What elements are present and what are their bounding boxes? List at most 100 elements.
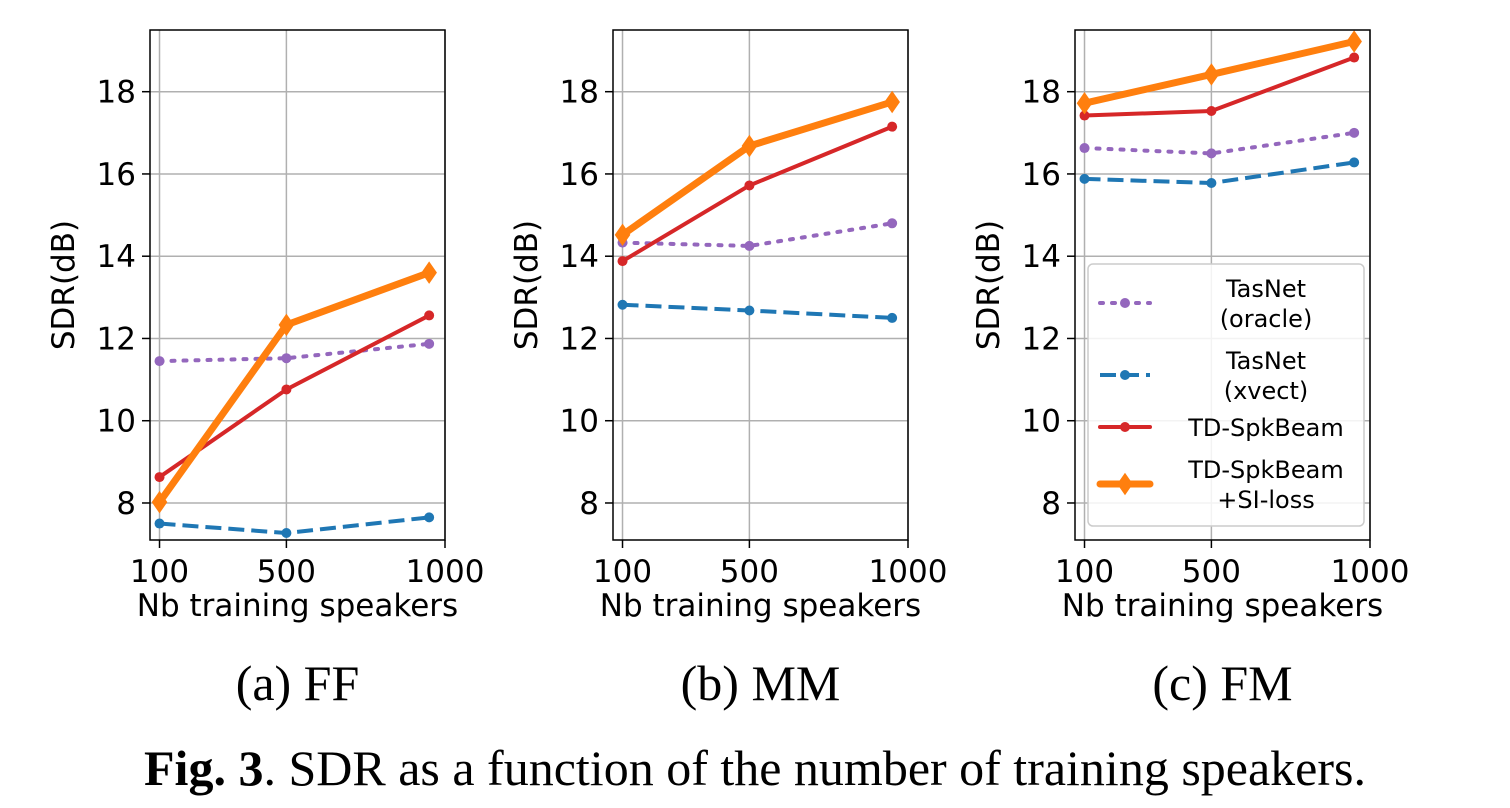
data-point	[1079, 143, 1090, 154]
data-point	[281, 384, 292, 395]
series-td-spkbeam-si-loss	[1076, 30, 1362, 115]
data-point	[281, 353, 292, 364]
legend-marker	[1120, 370, 1130, 380]
chart-panel-fm: 100 500 1000 8 10 12 14 16 18 Nb training speaker…	[971, 29, 1410, 711]
y-tick-label: 16	[560, 157, 599, 193]
series-line	[157, 313, 432, 480]
data-point	[1349, 157, 1360, 168]
series-line	[620, 221, 895, 248]
data-point	[1206, 148, 1217, 159]
series-td-spkbeam	[1079, 52, 1360, 121]
y-tick-label: 18	[97, 75, 136, 111]
y-tick-label: 8	[579, 486, 599, 522]
data-point	[281, 528, 292, 539]
data-point	[151, 490, 168, 514]
y-axis-label: SDR(dB)	[971, 220, 1007, 350]
legend-frame	[1087, 263, 1365, 527]
data-point	[424, 310, 435, 321]
data-point	[887, 312, 898, 323]
grid	[613, 30, 909, 540]
data-point	[1349, 52, 1360, 63]
data-point	[744, 305, 755, 316]
data-point	[744, 180, 755, 191]
x-axis-label: Nb training speakers	[600, 588, 921, 624]
legend-label: TasNet	[1225, 347, 1306, 375]
legend-entry-tasnet-xvect: TasNet(xvect)	[1100, 347, 1308, 405]
axes-frame	[149, 29, 446, 541]
caption-label: Fig. 3	[144, 740, 263, 796]
y-axis-label: SDR(dB)	[46, 220, 82, 350]
y-tick-label: 10	[560, 404, 599, 440]
series-td-spkbeam-si-loss	[151, 261, 437, 514]
chart-panel-ff: 100 500 1000 8 10 12 14 16 18 Nb training speaker…	[46, 29, 485, 711]
series-line	[619, 98, 896, 239]
data-point	[614, 223, 631, 247]
series-tasnet-oracle	[1079, 127, 1360, 159]
legend-marker	[1120, 298, 1130, 308]
data-point	[1206, 106, 1217, 117]
series-tasnet-xvect	[1079, 157, 1360, 188]
data-point	[741, 134, 758, 158]
series-line	[159, 515, 430, 536]
data-point	[887, 121, 898, 132]
x-tick-label: 100	[130, 554, 189, 590]
data-point	[1346, 30, 1362, 53]
data-point	[1203, 63, 1220, 86]
x-tick-label: 100	[1055, 554, 1114, 590]
y-tick-label: 8	[116, 486, 136, 522]
data-point	[1079, 110, 1090, 121]
panel-title: (b) MM	[681, 655, 841, 711]
caption-text: . SDR as a function of the number of tra…	[263, 740, 1366, 796]
legend-label: (oracle)	[1220, 305, 1313, 333]
x-tick-label: 500	[1182, 554, 1241, 590]
series-line	[157, 341, 432, 364]
series-line	[1084, 160, 1355, 185]
chart-panel-mm: 100 500 1000 8 10 12 14 16 18 Nb training speaker…	[509, 29, 948, 711]
series-line	[1082, 130, 1357, 156]
x-tick-label: 1000	[406, 554, 485, 590]
axes-frame	[1074, 29, 1371, 541]
data-point	[154, 356, 165, 367]
data-point	[154, 518, 165, 529]
data-point	[887, 218, 898, 229]
y-tick-label: 12	[1022, 321, 1061, 357]
series-td-spkbeam-si-loss	[614, 90, 900, 247]
x-axis-label: Nb training speakers	[137, 588, 458, 624]
y-tick-label: 10	[1022, 404, 1061, 440]
x-tick-label: 100	[593, 554, 652, 590]
data-point	[154, 472, 165, 483]
y-tick-label: 14	[97, 239, 136, 275]
y-tick-label: 14	[560, 239, 599, 275]
series-tasnet-xvect	[617, 299, 898, 323]
y-tick-label: 8	[1041, 486, 1061, 522]
legend-entry-td-spkbeam: TD-SpkBeam	[1098, 414, 1344, 442]
legend-marker	[1120, 422, 1130, 432]
series-tasnet-oracle	[617, 218, 898, 251]
y-tick-label: 18	[560, 75, 599, 111]
data-point	[1079, 173, 1090, 184]
y-tick-label: 14	[1022, 239, 1061, 275]
legend-marker	[1117, 472, 1133, 496]
x-tick-label: 500	[257, 554, 316, 590]
legend-label: TasNet	[1225, 275, 1306, 303]
panel-title: (c) FM	[1152, 655, 1292, 711]
y-tick-label: 12	[97, 321, 136, 357]
legend: TasNet(oracle)TasNet(xvect)TD-SpkBeamTD-…	[1087, 263, 1365, 527]
x-tick-label: 1000	[1331, 554, 1410, 590]
legend-label: (xvect)	[1224, 377, 1309, 405]
data-point	[1349, 127, 1360, 138]
legend-label: +SI-loss	[1217, 486, 1314, 514]
x-tick-label: 1000	[869, 554, 948, 590]
legend-label: TD-SpkBeam	[1187, 456, 1343, 484]
legend-entry-tasnet-oracle: TasNet(oracle)	[1098, 275, 1313, 333]
series-td-spkbeam	[617, 121, 898, 267]
y-tick-label: 12	[560, 321, 599, 357]
y-tick-label: 16	[1022, 157, 1061, 193]
y-tick-label: 18	[1022, 75, 1061, 111]
data-point	[424, 338, 435, 349]
y-tick-label: 16	[97, 157, 136, 193]
x-tick-label: 500	[720, 554, 779, 590]
data-point	[617, 256, 628, 267]
panel-title: (a) FF	[236, 655, 360, 711]
